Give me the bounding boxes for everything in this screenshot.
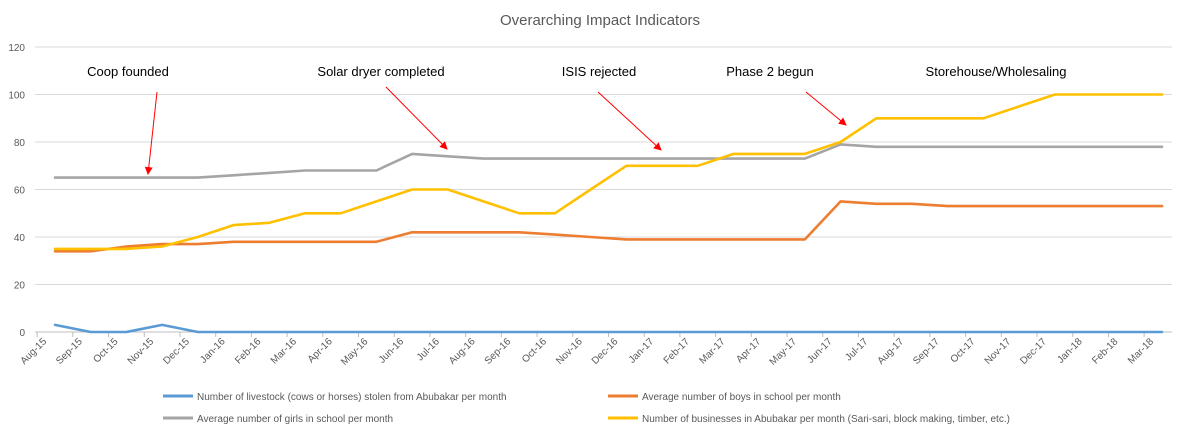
x-tick-label: Dec-17 [1018,336,1049,367]
annotation-label: Coop founded [87,64,169,79]
series-line [53,93,1164,251]
series-line [53,200,1164,253]
series-line [53,143,1164,179]
x-tick-label: Jun-17 [805,336,835,366]
x-tick-label: Jul-17 [843,336,870,363]
annotation-arrow [805,91,847,126]
y-tick-label: 80 [14,138,26,149]
x-tick-label: Dec-15 [161,336,192,367]
x-tick-label: Oct-16 [520,336,549,365]
x-tick-label: Oct-15 [92,336,121,365]
annotation-arrow [597,91,662,151]
x-tick-label: Jan-16 [198,336,228,366]
annotation-label: Solar dryer completed [317,64,444,79]
x-tick-label: Jan-18 [1055,336,1085,366]
chart-title: Overarching Impact Indicators [500,12,700,29]
x-tick-label: Mar-16 [269,336,299,366]
x-tick-label: Mar-17 [697,336,727,366]
annotation-label: Phase 2 begun [726,64,813,79]
x-tick-label: Nov-17 [983,336,1014,367]
x-tick-label: Nov-15 [126,336,157,367]
x-tick-label: Jun-16 [377,336,407,366]
legend-label: Number of livestock (cows or horses) sto… [197,392,507,403]
x-tick-label: May-17 [768,336,800,368]
x-tick-label: Apr-16 [306,336,335,365]
x-tick-label: Sep-15 [54,336,85,367]
annotations: Coop founded Solar dryer completed ISIS re… [87,64,1067,175]
legend-label: Number of businesses in Abubakar per mon… [642,414,1010,425]
gridlines [35,46,1172,333]
x-tick-label: Feb-17 [662,336,692,366]
x-tick-label: Oct-17 [949,336,978,365]
y-tick-label: 20 [14,281,26,292]
x-tick-label: Aug-16 [447,336,478,367]
x-tick-label: Apr-17 [734,336,763,365]
x-axis-ticks: Aug-15 Sep-15 Oct-15 Nov-15 Dec-15 Jan-16 Feb-… [19,332,1156,368]
x-tick-label: Aug-15 [19,336,50,367]
series-line [53,323,1164,334]
x-tick-label: Aug-17 [876,336,907,367]
y-tick-label: 0 [19,328,25,339]
y-tick-label: 60 [14,186,26,197]
x-tick-label: Dec-16 [590,336,621,367]
series-lines [53,93,1164,334]
x-tick-label: Feb-18 [1090,336,1120,366]
legend-label: Average number of boys in school per mon… [642,392,841,403]
x-tick-label: Feb-16 [233,336,263,366]
legend-label: Average number of girls in school per mo… [197,414,393,425]
x-tick-label: Jul-16 [415,336,442,363]
annotation-arrow [385,86,448,150]
x-tick-label: May-16 [339,336,371,368]
legend: Number of livestock (cows or horses) sto… [163,392,1010,425]
x-tick-label: Jan-17 [627,336,657,366]
annotation-label: Storehouse/Wholesaling [926,64,1067,79]
y-tick-label: 100 [8,91,25,102]
x-tick-label: Sep-16 [483,336,514,367]
y-tick-label: 120 [8,43,25,54]
y-axis-ticks: 0 20 40 60 80 100 120 [8,43,25,339]
x-tick-label: Mar-18 [1126,336,1156,366]
x-tick-label: Sep-17 [911,336,942,367]
annotation-label: ISIS rejected [562,64,636,79]
annotation-arrow [144,91,158,175]
x-tick-label: Nov-16 [554,336,585,367]
y-tick-label: 40 [14,233,26,244]
